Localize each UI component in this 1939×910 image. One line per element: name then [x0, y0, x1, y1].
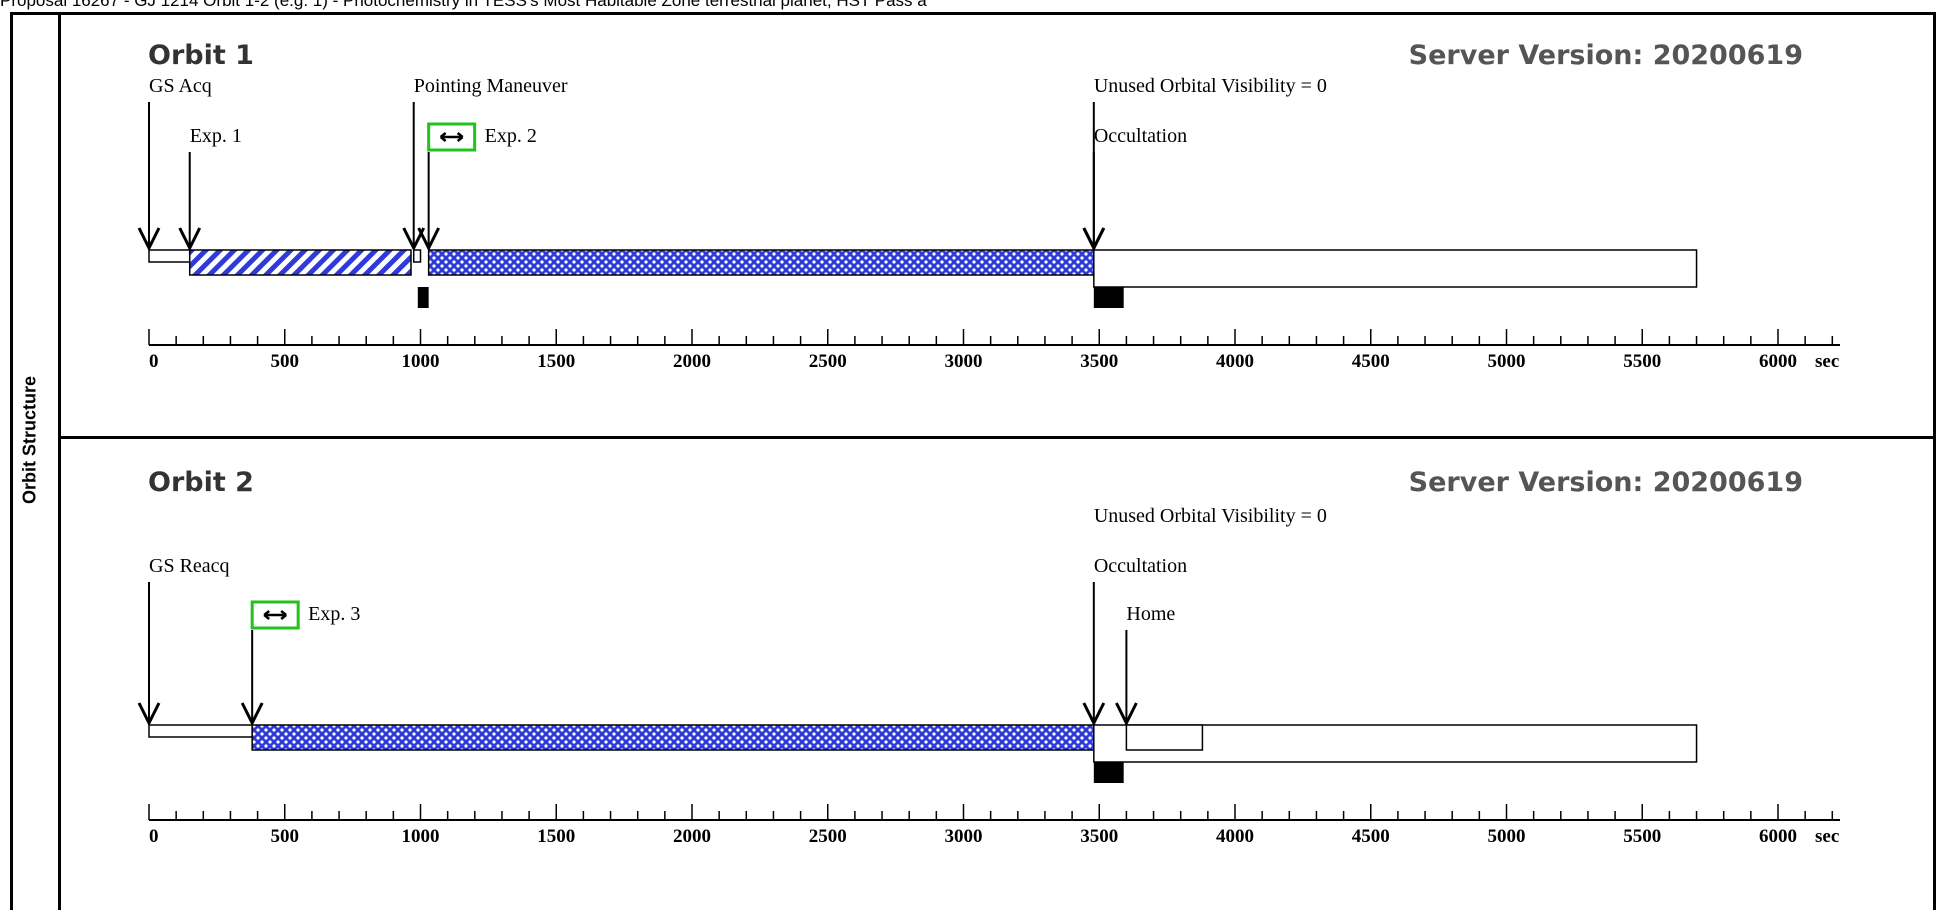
tick-label: 0 [149, 826, 159, 847]
tick-label: 3500 [1080, 351, 1118, 372]
orbit-1: Orbit 1 Server Version: 20200619 GS Acq Exp… [137, 40, 1840, 372]
server-version-label: Server Version: 20200619 [1409, 40, 1803, 71]
tick-label: 5500 [1623, 826, 1661, 847]
event-label: Exp. 2 [485, 125, 537, 147]
tick-label: 1000 [402, 351, 440, 372]
side-divider [58, 12, 61, 910]
double-arrow-icon [439, 132, 464, 142]
segment-gs-acq [148, 249, 191, 263]
event-label: Exp. 1 [190, 125, 242, 147]
tick-label: 4000 [1216, 826, 1254, 847]
orbit-2: Orbit 2 Server Version: 20200619 Unused Or… [137, 467, 1840, 847]
orbit-title: Orbit 2 [148, 467, 254, 498]
arrow-head-icon [178, 227, 202, 252]
section-divider [58, 436, 1936, 439]
orbit-title: Orbit 1 [148, 40, 254, 71]
arrow-head-icon [1115, 702, 1138, 727]
event-label: Occultation [1094, 125, 1187, 147]
tick-label: 5000 [1488, 351, 1526, 372]
tick-label: 2500 [809, 351, 847, 372]
segment-home [1125, 724, 1204, 751]
event-label: GS Acq [149, 75, 212, 97]
tick-label: 1500 [537, 351, 575, 372]
tick-label: 2500 [809, 826, 847, 847]
server-version-label: Server Version: 20200619 [1409, 467, 1803, 498]
tick-label: 6000 [1759, 826, 1797, 847]
tick-label: 1500 [537, 826, 575, 847]
tick-label: 1000 [402, 826, 440, 847]
event-label: Home [1126, 603, 1175, 625]
tick-label: 500 [271, 826, 300, 847]
axis-unit-label: sec [1815, 351, 1839, 372]
segment-exp-hatch [188, 249, 412, 276]
tick-label: 0 [149, 351, 159, 372]
tick-label: 2000 [673, 351, 711, 372]
tick-label: 4500 [1352, 351, 1390, 372]
occultation-mark [1093, 762, 1124, 783]
event-label: Unused Orbital Visibility = 0 [1094, 75, 1327, 97]
orbit-structure-frame [10, 12, 1936, 910]
occultation-mark [417, 287, 429, 308]
tick-label: 5500 [1623, 351, 1661, 372]
segment-maneuver [412, 249, 422, 263]
arrow-head-icon [137, 702, 161, 727]
tick-label: 4500 [1352, 826, 1390, 847]
tick-label: 3000 [945, 351, 983, 372]
tick-label: 6000 [1759, 351, 1797, 372]
event-label: Pointing Maneuver [414, 75, 568, 97]
tick-label: 3500 [1080, 826, 1118, 847]
event-label: Unused Orbital Visibility = 0 [1094, 505, 1327, 527]
double-arrow-icon [263, 610, 287, 620]
segment-occultation [1093, 249, 1698, 288]
tick-label: 5000 [1488, 826, 1526, 847]
event-label: Occultation [1094, 555, 1187, 577]
axis-unit-label: sec [1815, 826, 1839, 847]
tick-label: 3000 [945, 826, 983, 847]
arrow-head-icon [1082, 227, 1106, 252]
segment-exp-dots [427, 249, 1095, 276]
segment-exp-dots [251, 724, 1095, 751]
arrow-head-icon [417, 227, 440, 252]
tick-label: 4000 [1216, 351, 1254, 372]
event-label: Exp. 3 [308, 603, 360, 625]
segment-gs-acq [148, 724, 253, 738]
arrow-head-icon [240, 702, 264, 727]
arrow-head-icon [137, 227, 161, 252]
tick-label: 500 [271, 351, 300, 372]
tick-label: 2000 [673, 826, 711, 847]
occultation-mark [1093, 287, 1124, 308]
event-label: GS Reacq [149, 555, 230, 577]
arrow-head-icon [1082, 702, 1106, 727]
exposure-edit-button[interactable] [250, 600, 300, 630]
page-header: Proposal 16267 - GJ 1214 Orbit 1-2 (e.g.… [0, 0, 927, 10]
